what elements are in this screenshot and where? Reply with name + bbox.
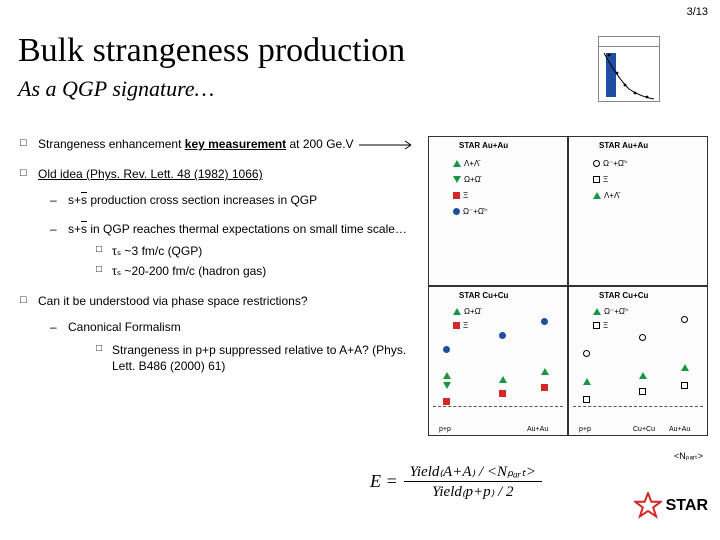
slide-title: Bulk strangeness production [18, 32, 405, 70]
slide-subtitle: As a QGP signature… [18, 76, 214, 102]
bullet-2: Old idea (Phys. Rev. Lett. 48 (1982) 106… [18, 166, 428, 279]
bullet-2a: s+s production cross section increases i… [38, 192, 428, 208]
bullet-1: Strangeness enhancement key measurement … [18, 136, 428, 152]
bullet-list: Strangeness enhancement key measurement … [18, 136, 428, 388]
bullet-2b: s+s in QGP reaches thermal expectations … [38, 221, 428, 280]
star-logo: STAR [634, 492, 708, 520]
panel-cucu-left: STAR Cu+Cu Ω+Ω̄ Ξ p+p Au+Au [428, 286, 568, 436]
panel-cucu-right: STAR Cu+Cu Ω⁻+Ω̄⁺ Ξ p+p Cu+Cu Au+Au [568, 286, 708, 436]
enhancement-equation: E = Yield₍A+A₎ / <Nₚₐᵣₜ> Yield₍p+p₎ / 2 [370, 462, 542, 501]
thumbnail-chart [598, 36, 660, 102]
panel-auau-right: STAR Au+Au Ω⁻+Ω̄⁺ Ξ Λ+Λ̄ [568, 136, 708, 286]
panel-auau-left: STAR Au+Au Λ+Λ̄ Ω+Ω̄ Ξ Ω⁻+Ω̄⁺ [428, 136, 568, 286]
star-icon [634, 492, 662, 520]
page-number: 3/13 [687, 6, 708, 18]
star-label: STAR [666, 497, 708, 515]
bullet-3a-i: Strangeness in p+p suppressed relative t… [68, 342, 428, 374]
bullet-3a: Canonical Formalism Strangeness in p+p s… [38, 319, 428, 374]
bullet-2b-ii: τₛ ~20-200 fm/c (hadron gas) [68, 263, 428, 279]
x-axis-label: <Nₚₐᵣₜ> [674, 451, 703, 462]
bullet-3: Can it be understood via phase space res… [18, 293, 428, 374]
bullet-2b-i: τₛ ~3 fm/c (QGP) [68, 243, 428, 259]
enhancement-plots: Yield/<Nₚₐᵣₜ> relative to pp STAR Au+Au … [428, 136, 713, 446]
